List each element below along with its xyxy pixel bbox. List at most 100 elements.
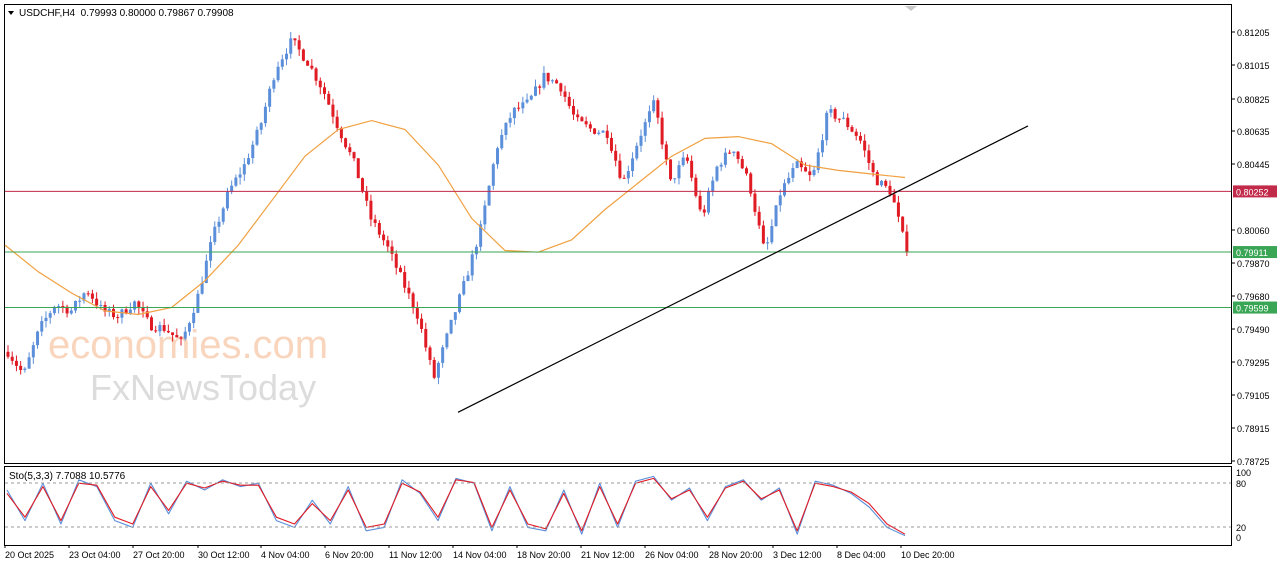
symbol-header: USDCHF,H4 0.79993 0.80000 0.79867 0.7990… [19,8,234,19]
candle-body [133,301,137,310]
candle-body [487,185,491,206]
price-tick-label: 0.79295 [1237,358,1270,368]
indicator-header: Sto(5,3,3) 7.7088 10.5776 [9,471,126,482]
candle-body [162,325,166,331]
candle-body [842,117,846,119]
candle-body [508,118,512,123]
candle-body [466,275,470,282]
candle-body [407,287,411,294]
candle-body [571,105,575,115]
candle-body [52,306,56,314]
time-tick-label: 21 Nov 12:00 [581,550,635,560]
candle-body [259,123,263,130]
candle-body [875,172,879,186]
candle-body [196,293,200,313]
time-tick-label: 28 Nov 20:00 [709,550,763,560]
candle-body [335,116,339,128]
candle-body [74,300,78,311]
candle-body [905,231,909,253]
candle-body [120,309,124,318]
candle-body [745,168,748,174]
candle-body [149,317,153,331]
candle-body [723,152,727,165]
candle-body [369,200,373,220]
candle-body [10,356,14,361]
candle-body [559,83,563,92]
candle-body [90,293,94,299]
candle-body [896,202,900,217]
candle-body [474,246,478,255]
candle-body [432,359,436,378]
candle-body [301,49,305,61]
candle-body [95,298,99,306]
price-tick-label: 0.79105 [1237,391,1270,401]
candle-body [614,150,618,161]
candle-body [453,312,457,320]
candle-body [782,183,786,196]
candle-body [314,68,318,81]
candle-body [867,150,871,163]
candle-body [491,164,495,186]
candle-body [137,301,141,308]
time-tick-label: 14 Nov 04:00 [453,550,507,560]
watermark-fxnewstoday: FxNewsToday [90,367,316,408]
candle-body [538,86,542,88]
candle-body [230,185,234,192]
candle-body [27,357,31,369]
candle-body [318,80,322,88]
candle-body [588,124,592,129]
candle-body [31,345,35,358]
candle-body [635,145,639,159]
candle-body [799,161,803,168]
candle-body [19,365,23,370]
time-tick-label: 6 Nov 20:00 [325,550,374,560]
candle-body [411,293,415,309]
candle-body [711,180,715,192]
price-tick-label: 0.80060 [1237,226,1270,236]
candle-body [576,114,580,118]
candle-body [365,191,369,201]
candle-body [331,104,335,117]
candle-body [626,171,630,179]
trendline[interactable] [457,125,1029,413]
price-tick-label: 0.80825 [1237,95,1270,105]
candle-body [213,226,217,243]
candle-body [352,152,356,159]
candle-body [673,178,677,180]
candle-body [424,328,428,348]
candle-body [310,65,314,69]
candle-body [825,112,829,141]
candle-body [892,194,896,203]
candle-body [816,152,820,170]
candle-body [217,221,221,227]
candle-body [681,157,685,166]
candle-body [719,164,723,167]
candle-body [360,178,364,192]
collapse-triangle-icon[interactable] [8,11,14,15]
price-level-badge [1233,185,1277,198]
candle-body [812,169,816,176]
candle-body [179,337,183,339]
candle-body [36,331,40,346]
time-tick-label: 26 Nov 04:00 [645,550,699,560]
time-tick-label: 18 Nov 20:00 [517,550,571,560]
candle-body [187,323,191,332]
price-level-label: 0.79599 [1236,304,1269,314]
candle-body [82,293,86,301]
candle-body [639,135,643,146]
candle-body [504,122,508,136]
candle-body [225,191,229,209]
stoch-plot-frame [4,466,1232,546]
candle-body [685,157,689,161]
candle-body [774,205,778,227]
candle-body [601,130,605,133]
candle-body [390,246,394,254]
candle-body [263,106,267,124]
candle-body [23,368,27,370]
candle-body [854,131,858,136]
candle-body [483,205,487,225]
time-tick-label: 11 Nov 12:00 [389,550,442,560]
shift-marker-icon [905,6,917,11]
candle-body [65,306,69,314]
